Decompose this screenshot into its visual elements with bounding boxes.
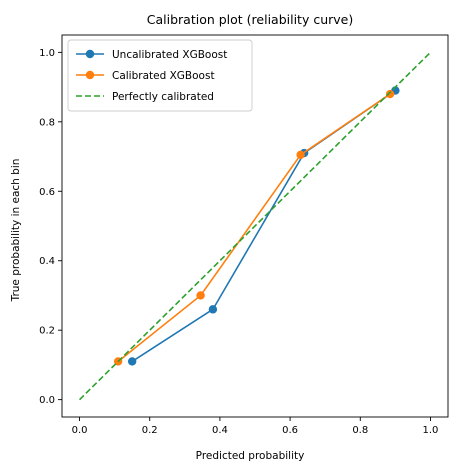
series-0-point-0 — [127, 357, 137, 366]
x-tick-label-2: 0.4 — [212, 425, 228, 436]
y-tick-label-4: 0.8 — [39, 117, 55, 128]
y-tick-label-2: 0.4 — [39, 256, 55, 267]
y-axis-label: True probability in each bin — [10, 159, 22, 303]
series-group — [78, 51, 432, 401]
legend: Uncalibrated XGBoost Calibrated XGBoost Pe… — [67, 39, 253, 112]
y-tick-label-0: 0.0 — [39, 395, 55, 406]
series-line-0 — [131, 89, 396, 363]
series-line-2 — [78, 51, 432, 401]
legend-label-1: Calibrated XGBoost — [112, 70, 215, 82]
chart-title: Calibration plot (reliability curve) — [147, 12, 353, 27]
x-tick-label-3: 0.6 — [282, 425, 298, 436]
x-tick-label-4: 0.8 — [352, 425, 368, 436]
axes-frame — [61, 34, 449, 418]
y-tick-label-5: 1.0 — [39, 48, 55, 59]
series-1-point-3 — [385, 89, 395, 99]
legend-label-2: Perfectly calibrated — [112, 91, 214, 103]
x-tick-label-5: 1.0 — [423, 425, 439, 436]
series-0-point-1 — [208, 305, 218, 314]
series-1-point-1 — [196, 291, 205, 300]
plot-area: 0.0 0.2 0.4 0.6 0.8 1.0 0.0 0.2 0.4 0.6 0.8 1.0 — [39, 34, 449, 436]
series-line-1 — [117, 93, 391, 363]
legend-swatch-marker-0 — [85, 49, 95, 59]
legend-box — [67, 39, 253, 112]
legend-label-0: Uncalibrated XGBoost — [112, 49, 227, 61]
y-tick-label-3: 0.6 — [39, 187, 55, 198]
series-1-point-2 — [296, 150, 305, 160]
y-tick-label-1: 0.2 — [39, 326, 55, 337]
x-axis-label: Predicted probability — [196, 450, 305, 462]
legend-swatch-marker-1 — [85, 70, 95, 80]
x-tick-label-0: 0.0 — [72, 425, 88, 436]
x-tick-label-1: 0.2 — [142, 425, 158, 436]
